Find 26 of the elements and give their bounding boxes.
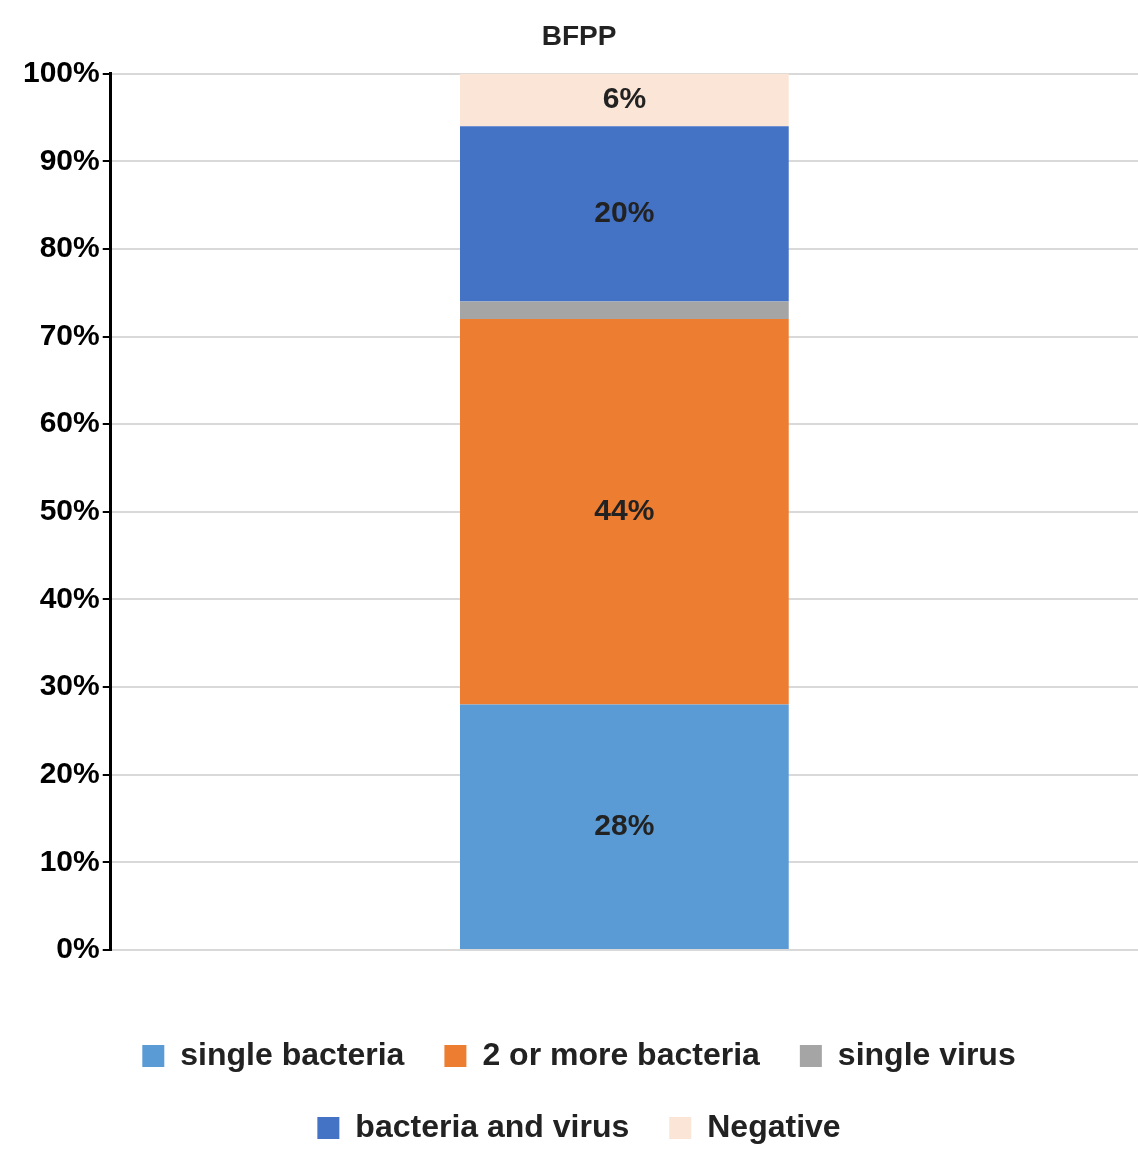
y-tick-label: 100% bbox=[22, 54, 100, 88]
y-tick-label: 50% bbox=[39, 493, 100, 527]
y-tick-label: 10% bbox=[39, 843, 100, 877]
y-tick-label: 70% bbox=[39, 317, 100, 351]
data-label: 6% bbox=[602, 81, 647, 115]
bar bbox=[460, 126, 789, 302]
y-tick-label: 0% bbox=[56, 931, 100, 965]
chart-title: BFPP bbox=[541, 19, 617, 51]
legend-label: Negative bbox=[707, 1107, 841, 1144]
legend-label: bacteria and virus bbox=[355, 1107, 630, 1144]
data-label: 28% bbox=[594, 808, 655, 842]
bar bbox=[460, 73, 789, 127]
bar bbox=[460, 318, 789, 705]
y-tick-label: 40% bbox=[39, 580, 100, 614]
legend-label: single bacteria bbox=[180, 1035, 405, 1072]
y-tick-label: 20% bbox=[39, 755, 100, 789]
bar bbox=[460, 704, 789, 949]
data-label: 44% bbox=[594, 493, 655, 527]
bar bbox=[460, 301, 789, 319]
y-tick-label: 30% bbox=[39, 668, 100, 702]
y-tick-label: 60% bbox=[39, 405, 100, 439]
data-label: 20% bbox=[594, 195, 655, 229]
y-tick-label: 80% bbox=[39, 230, 100, 264]
y-tick-label: 90% bbox=[39, 142, 100, 176]
legend-label: 2 or more bacteria bbox=[482, 1035, 761, 1072]
legend-label: single virus bbox=[837, 1035, 1016, 1072]
